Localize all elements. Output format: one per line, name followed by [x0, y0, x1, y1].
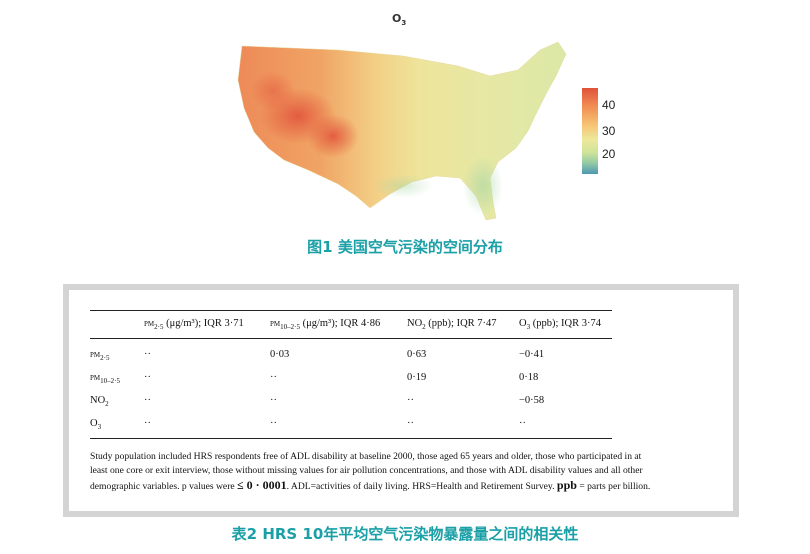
table-cell: ··: [407, 395, 414, 406]
table-panel: PM2·5 (μg/m³); IQR 3·71 PM10–2·5 (μg/m³)…: [63, 284, 739, 517]
footnote-line: Study population included HRS respondent…: [90, 451, 642, 462]
table-cell: ··: [270, 372, 277, 383]
table-top-rule: [90, 310, 612, 311]
table-cell: 0·03: [270, 349, 290, 360]
table-cell: 0·18: [519, 372, 539, 383]
col-header: O3 (ppb); IQR 3·74: [519, 318, 601, 332]
table-cell: ··: [144, 349, 151, 360]
table-cell: 0·19: [407, 372, 427, 383]
col-header: PM2·5 (μg/m³); IQR 3·71: [144, 318, 244, 332]
colorbar-tick: 40: [602, 98, 616, 112]
row-label: NO2: [90, 395, 109, 409]
table-cell: ··: [270, 395, 277, 406]
table-cell: 0·63: [407, 349, 427, 360]
table-cell: ··: [407, 418, 414, 429]
row-label: O3: [90, 418, 102, 432]
table-cell: ··: [144, 372, 151, 383]
us-ozone-map: [228, 36, 573, 236]
table-cell: ··: [144, 395, 151, 406]
table2-caption: 表2 HRS 10年平均空气污染物暴露量之间的相关性: [231, 525, 579, 543]
colorbar-tick: 30: [602, 124, 616, 138]
col-header: PM10–2·5 (μg/m³); IQR 4·86: [270, 318, 381, 332]
table-bottom-rule: [90, 438, 612, 439]
figure1-caption: 图1 美国空气污染的空间分布: [307, 238, 503, 256]
colorbar: [582, 88, 598, 174]
table-cell: −0·41: [519, 349, 545, 360]
row-label: PM2·5: [90, 351, 110, 363]
table-cell: ··: [270, 418, 277, 429]
table-cell: ··: [519, 418, 526, 429]
table-cell: −0·58: [519, 395, 545, 406]
table-header-rule: [90, 338, 612, 339]
table-footnote: Study population included HRS respondent…: [90, 450, 710, 494]
colorbar-tick: 20: [602, 147, 616, 161]
footnote-line: least one core or exit interview, those …: [90, 465, 643, 476]
map-title: O3: [392, 12, 407, 28]
footnote-line: demographic variables. p values were ≤ 0…: [90, 478, 651, 492]
col-header: NO2 (ppb); IQR 7·47: [407, 318, 497, 332]
row-label: PM10–2·5: [90, 374, 120, 386]
table-cell: ··: [144, 418, 151, 429]
